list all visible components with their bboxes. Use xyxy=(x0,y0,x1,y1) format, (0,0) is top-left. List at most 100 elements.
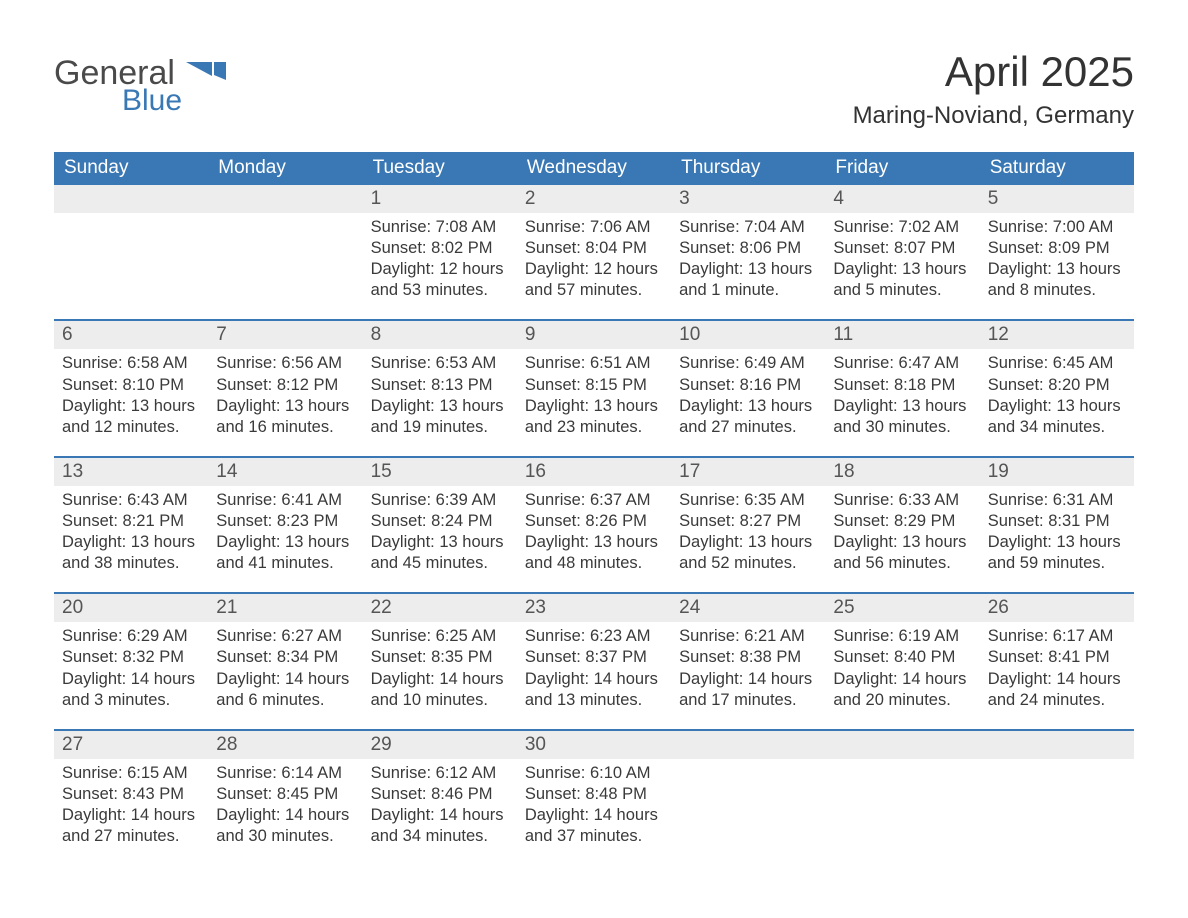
cell-body: Sunrise: 6:37 AMSunset: 8:26 PMDaylight:… xyxy=(517,486,671,592)
cell-line: Sunrise: 7:04 AM xyxy=(679,217,817,238)
cell-body: Sunrise: 6:17 AMSunset: 8:41 PMDaylight:… xyxy=(980,622,1134,728)
cell-line: Sunset: 8:07 PM xyxy=(833,238,971,259)
cell-line: Daylight: 14 hours and 34 minutes. xyxy=(371,805,509,847)
calendar-cell: 1Sunrise: 7:08 AMSunset: 8:02 PMDaylight… xyxy=(363,185,517,319)
day-header: Wednesday xyxy=(517,152,671,185)
cell-line: Sunset: 8:16 PM xyxy=(679,375,817,396)
cell-line: Sunset: 8:37 PM xyxy=(525,647,663,668)
day-number: 30 xyxy=(517,731,671,759)
cell-body: Sunrise: 7:04 AMSunset: 8:06 PMDaylight:… xyxy=(671,213,825,319)
cell-line: Sunrise: 7:08 AM xyxy=(371,217,509,238)
cell-line: Daylight: 14 hours and 37 minutes. xyxy=(525,805,663,847)
cell-body: Sunrise: 6:31 AMSunset: 8:31 PMDaylight:… xyxy=(980,486,1134,592)
day-number: 6 xyxy=(54,321,208,349)
cell-line: Sunset: 8:31 PM xyxy=(988,511,1126,532)
day-number: 7 xyxy=(208,321,362,349)
cell-line: Sunrise: 6:56 AM xyxy=(216,353,354,374)
calendar-cell xyxy=(980,731,1134,865)
cell-line: Daylight: 13 hours and 56 minutes. xyxy=(833,532,971,574)
day-header: Saturday xyxy=(980,152,1134,185)
day-number xyxy=(825,731,979,759)
cell-body xyxy=(208,213,362,235)
logo-text: General Blue xyxy=(54,56,182,116)
cell-line: Sunrise: 6:25 AM xyxy=(371,626,509,647)
cell-line: Sunrise: 6:51 AM xyxy=(525,353,663,374)
calendar-cell xyxy=(208,185,362,319)
cell-line: Sunset: 8:46 PM xyxy=(371,784,509,805)
cell-body: Sunrise: 6:33 AMSunset: 8:29 PMDaylight:… xyxy=(825,486,979,592)
cell-line: Sunrise: 7:00 AM xyxy=(988,217,1126,238)
day-number: 17 xyxy=(671,458,825,486)
calendar-cell: 30Sunrise: 6:10 AMSunset: 8:48 PMDayligh… xyxy=(517,731,671,865)
cell-body: Sunrise: 7:00 AMSunset: 8:09 PMDaylight:… xyxy=(980,213,1134,319)
cell-line: Sunrise: 6:53 AM xyxy=(371,353,509,374)
calendar-cell: 5Sunrise: 7:00 AMSunset: 8:09 PMDaylight… xyxy=(980,185,1134,319)
cell-line: Sunset: 8:35 PM xyxy=(371,647,509,668)
day-header: Thursday xyxy=(671,152,825,185)
calendar-cell xyxy=(671,731,825,865)
calendar-cell: 9Sunrise: 6:51 AMSunset: 8:15 PMDaylight… xyxy=(517,321,671,455)
calendar-cell xyxy=(54,185,208,319)
cell-body xyxy=(671,759,825,781)
cell-line: Sunrise: 6:10 AM xyxy=(525,763,663,784)
day-number: 10 xyxy=(671,321,825,349)
day-number: 3 xyxy=(671,185,825,213)
day-number: 1 xyxy=(363,185,517,213)
cell-line: Daylight: 12 hours and 57 minutes. xyxy=(525,259,663,301)
cell-body: Sunrise: 6:41 AMSunset: 8:23 PMDaylight:… xyxy=(208,486,362,592)
calendar-cell: 25Sunrise: 6:19 AMSunset: 8:40 PMDayligh… xyxy=(825,594,979,728)
cell-body: Sunrise: 6:14 AMSunset: 8:45 PMDaylight:… xyxy=(208,759,362,865)
day-number: 21 xyxy=(208,594,362,622)
cell-line: Sunrise: 6:49 AM xyxy=(679,353,817,374)
day-header: Monday xyxy=(208,152,362,185)
calendar-cell: 6Sunrise: 6:58 AMSunset: 8:10 PMDaylight… xyxy=(54,321,208,455)
cell-line: Daylight: 13 hours and 1 minute. xyxy=(679,259,817,301)
day-number: 18 xyxy=(825,458,979,486)
cell-line: Daylight: 12 hours and 53 minutes. xyxy=(371,259,509,301)
day-header: Tuesday xyxy=(363,152,517,185)
cell-line: Daylight: 13 hours and 12 minutes. xyxy=(62,396,200,438)
weeks-container: 1Sunrise: 7:08 AMSunset: 8:02 PMDaylight… xyxy=(54,185,1134,865)
cell-line: Sunrise: 7:02 AM xyxy=(833,217,971,238)
cell-line: Daylight: 13 hours and 59 minutes. xyxy=(988,532,1126,574)
cell-line: Sunset: 8:21 PM xyxy=(62,511,200,532)
day-number xyxy=(980,731,1134,759)
cell-line: Daylight: 13 hours and 16 minutes. xyxy=(216,396,354,438)
calendar-cell: 26Sunrise: 6:17 AMSunset: 8:41 PMDayligh… xyxy=(980,594,1134,728)
day-header-row: SundayMondayTuesdayWednesdayThursdayFrid… xyxy=(54,152,1134,185)
day-number xyxy=(54,185,208,213)
calendar-cell: 13Sunrise: 6:43 AMSunset: 8:21 PMDayligh… xyxy=(54,458,208,592)
cell-line: Sunrise: 6:33 AM xyxy=(833,490,971,511)
week-row: 20Sunrise: 6:29 AMSunset: 8:32 PMDayligh… xyxy=(54,592,1134,728)
cell-body: Sunrise: 6:53 AMSunset: 8:13 PMDaylight:… xyxy=(363,349,517,455)
cell-line: Daylight: 13 hours and 48 minutes. xyxy=(525,532,663,574)
cell-line: Sunset: 8:29 PM xyxy=(833,511,971,532)
day-number: 2 xyxy=(517,185,671,213)
calendar-cell: 11Sunrise: 6:47 AMSunset: 8:18 PMDayligh… xyxy=(825,321,979,455)
calendar-cell: 27Sunrise: 6:15 AMSunset: 8:43 PMDayligh… xyxy=(54,731,208,865)
cell-line: Daylight: 13 hours and 23 minutes. xyxy=(525,396,663,438)
cell-body: Sunrise: 6:25 AMSunset: 8:35 PMDaylight:… xyxy=(363,622,517,728)
cell-body xyxy=(54,213,208,235)
cell-line: Sunset: 8:20 PM xyxy=(988,375,1126,396)
cell-line: Daylight: 14 hours and 10 minutes. xyxy=(371,669,509,711)
cell-line: Sunset: 8:32 PM xyxy=(62,647,200,668)
cell-line: Sunrise: 6:17 AM xyxy=(988,626,1126,647)
day-header: Friday xyxy=(825,152,979,185)
calendar-cell: 14Sunrise: 6:41 AMSunset: 8:23 PMDayligh… xyxy=(208,458,362,592)
day-number: 27 xyxy=(54,731,208,759)
cell-line: Daylight: 14 hours and 13 minutes. xyxy=(525,669,663,711)
cell-line: Daylight: 14 hours and 17 minutes. xyxy=(679,669,817,711)
cell-body: Sunrise: 6:21 AMSunset: 8:38 PMDaylight:… xyxy=(671,622,825,728)
cell-line: Sunset: 8:04 PM xyxy=(525,238,663,259)
cell-line: Daylight: 13 hours and 52 minutes. xyxy=(679,532,817,574)
day-number: 25 xyxy=(825,594,979,622)
cell-line: Sunrise: 6:37 AM xyxy=(525,490,663,511)
cell-body: Sunrise: 6:15 AMSunset: 8:43 PMDaylight:… xyxy=(54,759,208,865)
cell-body: Sunrise: 6:39 AMSunset: 8:24 PMDaylight:… xyxy=(363,486,517,592)
cell-line: Sunset: 8:23 PM xyxy=(216,511,354,532)
cell-body: Sunrise: 6:47 AMSunset: 8:18 PMDaylight:… xyxy=(825,349,979,455)
calendar-cell xyxy=(825,731,979,865)
cell-line: Daylight: 13 hours and 27 minutes. xyxy=(679,396,817,438)
day-number: 19 xyxy=(980,458,1134,486)
